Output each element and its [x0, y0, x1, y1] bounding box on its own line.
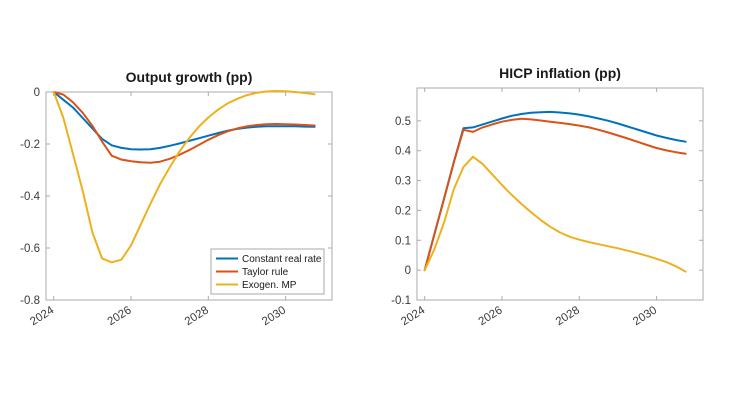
- series-line-taylor-rule: [52, 91, 316, 164]
- y-tick-label: 0.3: [395, 176, 411, 188]
- y-tick-label: -0.8: [20, 295, 40, 307]
- legend-label: Exogen. MP: [242, 280, 297, 291]
- y-tick-label: -0.4: [20, 191, 40, 203]
- y-tick-label: 0.5: [395, 116, 411, 128]
- series-line-taylor-rule: [423, 117, 687, 272]
- y-tick-label: 0.2: [395, 205, 411, 217]
- y-tick-label: -0.1: [391, 295, 411, 307]
- y-tick-label: 0: [405, 265, 411, 277]
- axes-box: [416, 87, 704, 301]
- y-tick-label: 0.4: [395, 146, 412, 158]
- chart-title: HICP inflation (pp): [499, 65, 621, 81]
- y-tick-label: -0.2: [20, 139, 40, 151]
- legend: Constant real rate Taylor rule Exogen. MP: [210, 248, 325, 295]
- legend-label: Constant real rate: [242, 254, 322, 265]
- y-tick-label: 0: [34, 87, 40, 99]
- y-tick-label: -0.6: [20, 243, 40, 255]
- series-line-exogen-mp: [423, 155, 687, 273]
- series-line-exogen-mp: [52, 90, 316, 264]
- chart-title: Output growth (pp): [126, 69, 253, 85]
- y-tick-label: 0.1: [395, 235, 411, 247]
- series-line-constant-real-rate: [423, 110, 687, 272]
- legend-label: Taylor rule: [242, 267, 289, 278]
